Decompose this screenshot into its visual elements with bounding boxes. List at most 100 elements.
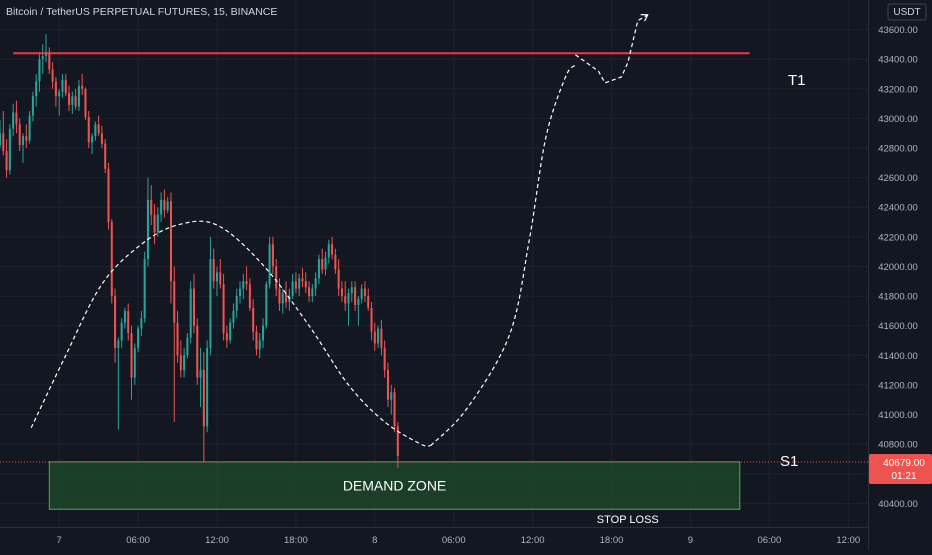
candle-body[interactable] (94, 124, 97, 137)
candle-body[interactable] (367, 296, 370, 308)
candle-body[interactable] (117, 340, 120, 348)
candle-body[interactable] (196, 325, 199, 378)
candle-body[interactable] (127, 310, 130, 334)
price-axis[interactable]: 43600.00 43400.00 43200.00 43000.00 42800.00… (878, 25, 918, 510)
candle-body[interactable] (123, 310, 126, 323)
candle-body[interactable] (308, 287, 311, 297)
candle-body[interactable] (140, 318, 143, 329)
candle-body[interactable] (5, 150, 8, 171)
candle-body[interactable] (25, 136, 28, 141)
candle-body[interactable] (242, 281, 245, 289)
candle-body[interactable] (334, 254, 337, 270)
candle-body[interactable] (61, 79, 64, 92)
candle-body[interactable] (87, 116, 90, 143)
candle-body[interactable] (183, 355, 186, 371)
candle-body[interactable] (396, 426, 399, 456)
candle-body[interactable] (110, 222, 113, 297)
candle-body[interactable] (350, 287, 353, 294)
candle-body[interactable] (380, 328, 383, 348)
candle-body[interactable] (163, 199, 166, 211)
candle-body[interactable] (271, 244, 274, 267)
candle-body[interactable] (212, 259, 215, 282)
candle-body[interactable] (143, 259, 146, 319)
candle-body[interactable] (38, 59, 41, 82)
candle-body[interactable] (192, 288, 196, 326)
demand-zone[interactable] (48, 461, 741, 510)
candle-body[interactable] (238, 288, 242, 297)
candle-body[interactable] (258, 340, 261, 350)
candle-body[interactable] (262, 325, 265, 341)
time-axis[interactable]: 7 06:00 12:00 18:00 8 06:00 12:00 18:00 9 06:00 12… (57, 535, 861, 546)
candle-body[interactable] (235, 296, 238, 311)
candle-body[interactable] (248, 284, 251, 308)
candle-body[interactable] (285, 293, 288, 302)
candle-body[interactable] (84, 88, 87, 117)
candle-body[interactable] (344, 296, 347, 304)
candle-body[interactable] (324, 257, 327, 270)
candle-body[interactable] (363, 288, 366, 297)
candle-body[interactable] (156, 214, 159, 233)
candle-body[interactable] (209, 259, 212, 348)
candle-body[interactable] (255, 331, 258, 350)
candle-body[interactable] (54, 81, 57, 97)
candle-body[interactable] (360, 288, 363, 300)
candle-body[interactable] (327, 244, 330, 258)
candle-body[interactable] (179, 355, 182, 371)
candle-body[interactable] (340, 288, 343, 297)
candle-body[interactable] (21, 136, 25, 146)
candle-body[interactable] (337, 269, 340, 289)
candle-body[interactable] (317, 259, 320, 279)
projected-return-path[interactable] (430, 64, 576, 447)
candle-body[interactable] (133, 347, 136, 378)
candle-body[interactable] (81, 85, 84, 89)
candle-body[interactable] (252, 307, 255, 332)
candle-body[interactable] (166, 201, 169, 211)
candle-body[interactable] (357, 299, 360, 305)
candle-body[interactable] (232, 310, 235, 323)
candle-body[interactable] (321, 259, 324, 270)
candle-body[interactable] (386, 370, 389, 400)
candle-body[interactable] (18, 124, 21, 146)
projected-target-path[interactable] (575, 14, 649, 84)
candle-body[interactable] (304, 281, 307, 288)
candle-body[interactable] (390, 392, 393, 400)
candle-body[interactable] (77, 85, 80, 107)
candle-body[interactable] (31, 96, 34, 116)
candle-body[interactable] (74, 96, 77, 107)
candle-body[interactable] (71, 96, 74, 106)
candle-body[interactable] (202, 370, 205, 427)
candle-body[interactable] (314, 278, 317, 289)
candle-body[interactable] (130, 333, 133, 378)
candle-body[interactable] (137, 328, 140, 348)
candle-body[interactable] (370, 307, 373, 332)
candle-body[interactable] (222, 284, 225, 334)
candle-body[interactable] (68, 93, 71, 106)
candle-body[interactable] (100, 133, 103, 144)
candle-body[interactable] (35, 81, 38, 97)
candle-body[interactable] (206, 347, 209, 427)
candle-body[interactable] (268, 244, 271, 285)
candle-body[interactable] (8, 128, 11, 171)
candle-body[interactable] (146, 199, 149, 260)
candle-body[interactable] (383, 347, 386, 371)
candle-body[interactable] (91, 136, 94, 143)
candle-body[interactable] (12, 112, 15, 129)
candle-body[interactable] (97, 124, 100, 134)
candle-body[interactable] (120, 322, 123, 341)
candle-body[interactable] (278, 288, 281, 304)
candle-body[interactable] (331, 244, 334, 255)
candle-body[interactable] (58, 91, 61, 97)
candle-body[interactable] (245, 281, 248, 285)
candle-body[interactable] (2, 133, 5, 151)
candle-body[interactable] (160, 199, 163, 215)
candle-body[interactable] (393, 392, 396, 427)
candle-body[interactable] (275, 266, 278, 289)
candle-body[interactable] (107, 168, 110, 223)
candle-body[interactable] (215, 272, 219, 282)
candle-body[interactable] (265, 284, 268, 326)
candle-body[interactable] (189, 288, 192, 338)
candle-body[interactable] (51, 69, 54, 82)
last-price-tag[interactable]: 40679.00 01:21 (869, 454, 932, 485)
candle-body[interactable] (0, 133, 2, 146)
candle-body[interactable] (15, 112, 18, 125)
